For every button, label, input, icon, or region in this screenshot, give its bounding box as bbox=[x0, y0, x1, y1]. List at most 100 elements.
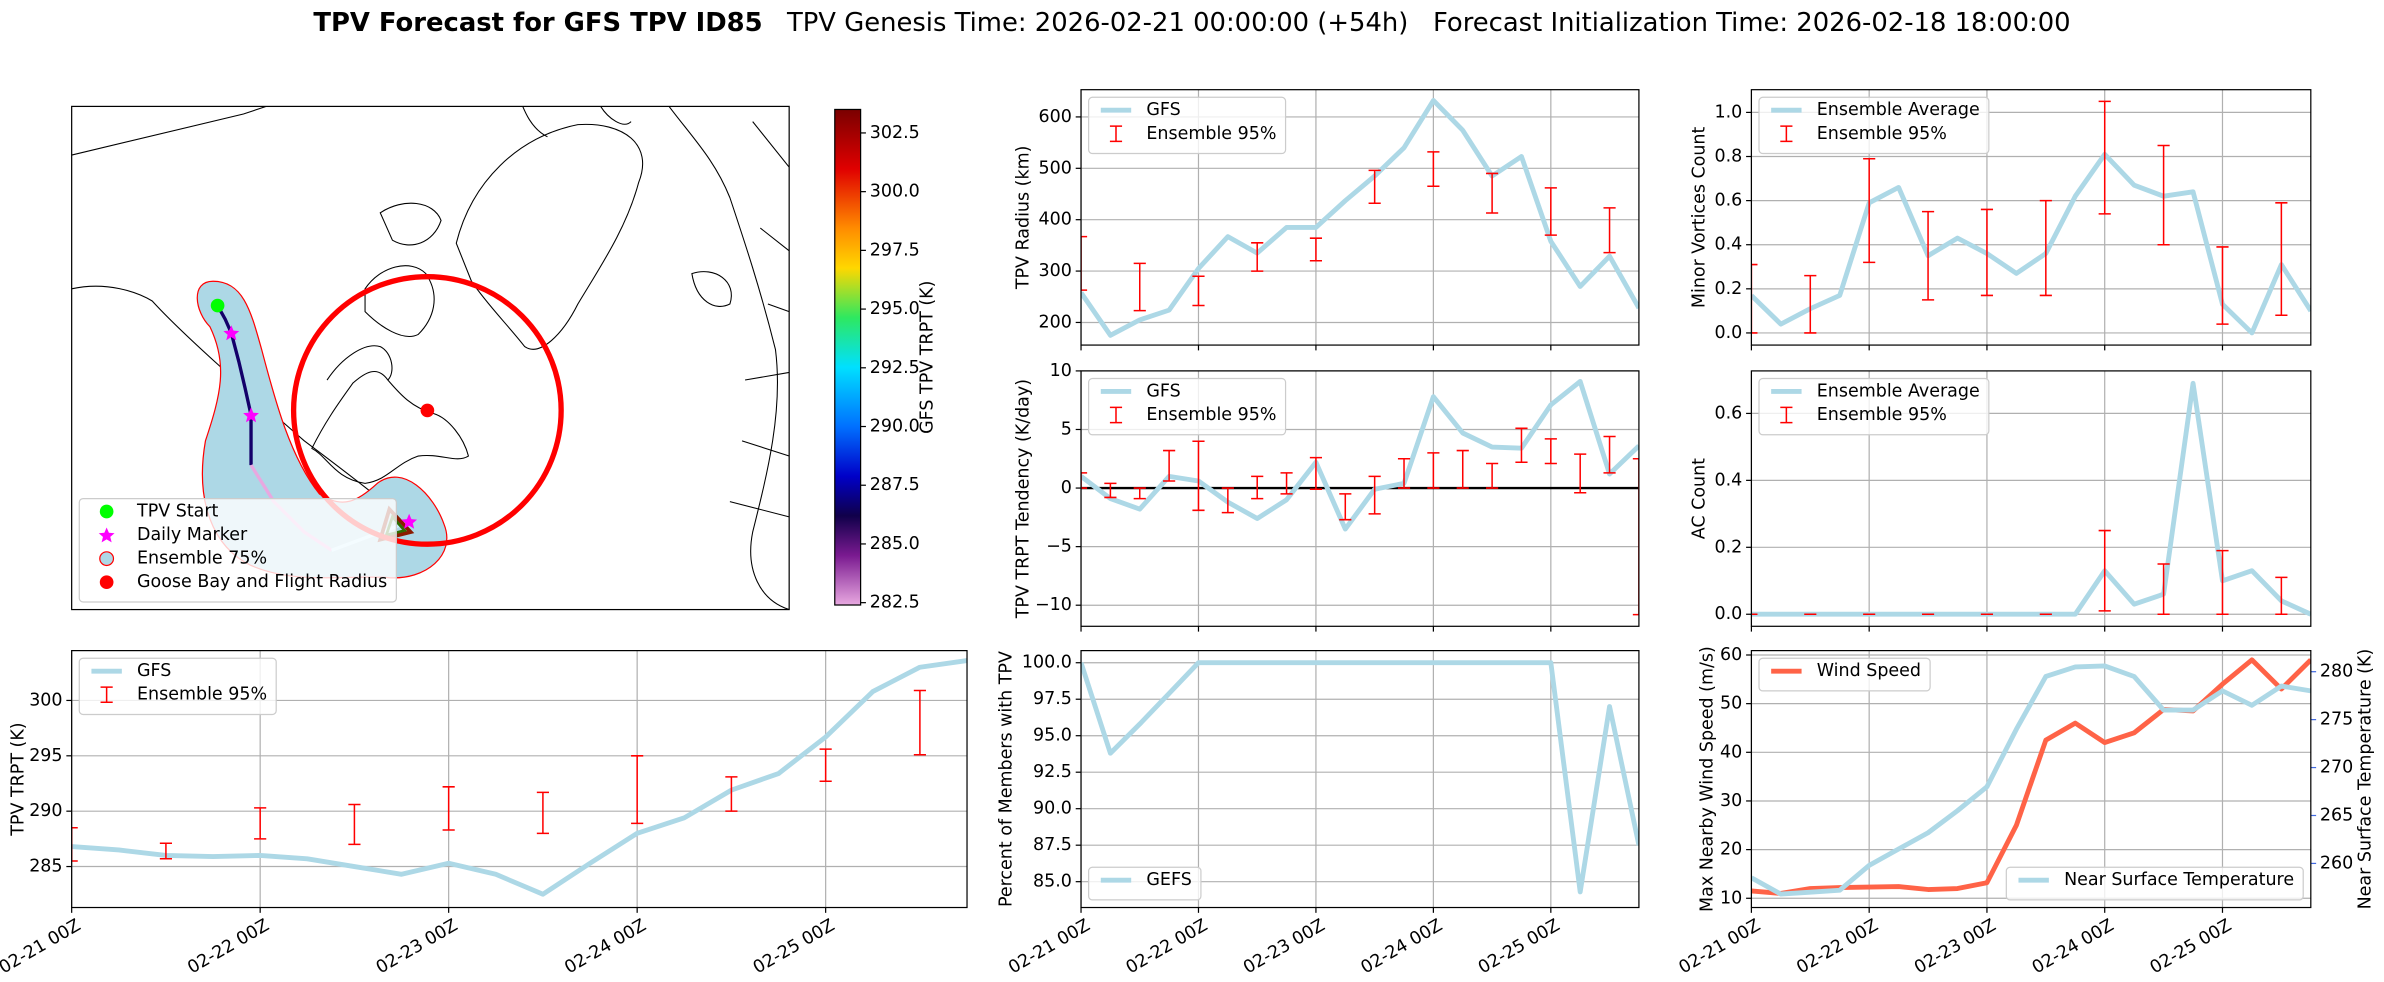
error-bar bbox=[1192, 275, 1205, 307]
error-bar bbox=[1603, 207, 1616, 254]
y-tick-label: 100.0 bbox=[1022, 653, 1072, 673]
y-tick-label: 200 bbox=[1039, 312, 1072, 332]
daily-marker bbox=[401, 513, 418, 529]
x-tick-label: 02-25 00Z bbox=[750, 916, 838, 979]
error-bar bbox=[1339, 493, 1352, 521]
legend-label: Ensemble 95% bbox=[1817, 405, 1947, 425]
error-bar bbox=[1221, 487, 1234, 514]
legend-box bbox=[78, 497, 397, 603]
line bbox=[71, 658, 968, 897]
plot-area bbox=[1751, 657, 2311, 897]
colorbar-tick-label: 282.5 bbox=[870, 593, 920, 613]
coastline bbox=[522, 106, 632, 138]
y-tick-label: 500 bbox=[1039, 158, 1072, 178]
y-tick-label: 40 bbox=[1720, 742, 1742, 762]
y-tick-label: 0.6 bbox=[1715, 191, 1743, 211]
legend-box bbox=[1088, 96, 1287, 155]
y-tick-label: 0.0 bbox=[1715, 604, 1743, 624]
y-tick-label: 10 bbox=[1050, 361, 1072, 381]
y-tick-label: 50 bbox=[1720, 694, 1742, 714]
axes-frame bbox=[1750, 89, 2312, 346]
legend: Near Surface Temperature bbox=[2005, 866, 2304, 901]
y-tick-label: 0.6 bbox=[1715, 403, 1743, 423]
y-tick-label: 0 bbox=[1061, 478, 1072, 498]
error-bar bbox=[1397, 458, 1411, 489]
error-bar bbox=[1251, 475, 1264, 500]
legend-label: Ensemble Average bbox=[1817, 100, 1980, 120]
legend: GEFS bbox=[1088, 866, 1202, 901]
error-bar bbox=[2039, 199, 2052, 297]
legend-label: Daily Marker bbox=[137, 525, 248, 545]
legend-box bbox=[2005, 866, 2304, 901]
legend-label: GFS bbox=[1146, 100, 1180, 120]
x-tick-label: 02-22 00Z bbox=[184, 916, 272, 979]
legend-box bbox=[1758, 657, 1931, 692]
error-bar bbox=[1280, 472, 1293, 495]
axes-frame bbox=[1080, 650, 1640, 909]
error-bar bbox=[1632, 458, 1639, 616]
error-bar bbox=[1515, 427, 1528, 464]
colorbar-label: GFS TPV TRPT (K) bbox=[917, 281, 937, 434]
error-bar bbox=[2275, 576, 2288, 616]
error-bar bbox=[913, 689, 926, 756]
legend-label: GFS bbox=[1146, 381, 1180, 401]
y-axis-label: Minor Vortices Count bbox=[1690, 126, 1710, 308]
legend-marker bbox=[99, 551, 115, 567]
legend-label: GFS bbox=[137, 661, 171, 681]
tpv-start bbox=[210, 298, 225, 313]
error-bar bbox=[1980, 208, 1994, 297]
error-bar bbox=[1544, 187, 1557, 236]
error-bar bbox=[348, 803, 361, 846]
y-tick-label: 10 bbox=[1720, 888, 1742, 908]
error-bar bbox=[1427, 452, 1440, 489]
panel: 02-21 00Z 02-22 00Z 02-23 00Z 02-24 00Z 02-2… bbox=[997, 650, 1640, 978]
error-bar bbox=[1486, 462, 1499, 489]
y-tick-label: 60 bbox=[1720, 645, 1742, 665]
coastline bbox=[729, 121, 790, 518]
plot-area bbox=[1081, 660, 1639, 895]
y-axis-label: Max Nearby Wind Speed (m/s) bbox=[1697, 646, 1717, 912]
y-tick-label: 290 bbox=[29, 801, 62, 821]
colorbar-tick-label: 300.0 bbox=[870, 182, 920, 202]
y2-tick-label: 280 bbox=[2320, 662, 2353, 682]
legend: Wind Speed bbox=[1758, 657, 1931, 692]
error-bar bbox=[159, 842, 172, 860]
daily-marker bbox=[223, 325, 240, 341]
error-bar bbox=[725, 776, 738, 812]
error-bar bbox=[1133, 487, 1146, 500]
legend-glyph bbox=[1109, 406, 1123, 424]
legend-glyph bbox=[100, 686, 113, 704]
error-bar bbox=[1751, 263, 1758, 334]
error-bar bbox=[2157, 563, 2170, 616]
error-bar bbox=[1133, 262, 1146, 312]
error-bar bbox=[1804, 274, 1817, 334]
legend-label: Ensemble 95% bbox=[1146, 124, 1276, 144]
legend: Ensemble Average Ensemble 95% bbox=[1758, 377, 1990, 436]
y-axis-label: TPV TRPT Tendency (K/day) bbox=[1013, 379, 1033, 619]
plot-area bbox=[1081, 98, 1639, 338]
error-bar bbox=[1574, 453, 1587, 494]
error-bar bbox=[1368, 169, 1381, 205]
y-tick-label: 0.2 bbox=[1715, 279, 1743, 299]
panel: −10 −5 0 5 10 TPV TRPT Tendency (K/day) GFS Ens… bbox=[1013, 361, 1640, 632]
colorbar-tick-label: 290.0 bbox=[870, 417, 920, 437]
y2-axis-label: Near Surface Temperature (K) bbox=[2356, 649, 2376, 910]
axes-frame bbox=[1750, 370, 2312, 627]
y2-tick-label: 265 bbox=[2320, 805, 2353, 825]
y-tick-label: 95.0 bbox=[1033, 726, 1072, 746]
y-tick-label: 20 bbox=[1720, 840, 1742, 860]
y-tick-label: 87.5 bbox=[1033, 835, 1072, 855]
legend: GFS Ensemble 95% bbox=[78, 657, 277, 716]
line bbox=[1081, 660, 1639, 895]
coastline bbox=[379, 202, 442, 246]
error-bar bbox=[1104, 482, 1117, 499]
error-bar bbox=[819, 748, 832, 783]
line bbox=[1751, 151, 2311, 336]
legend-marker bbox=[99, 575, 114, 590]
coastline bbox=[326, 345, 393, 381]
panel: 200 300 400 500 600 TPV Radius (km) GFS Ensembl… bbox=[1013, 89, 1640, 351]
subtitle: TPV Genesis Time: 2026-02-21 00:00:00 (+… bbox=[786, 8, 2071, 38]
